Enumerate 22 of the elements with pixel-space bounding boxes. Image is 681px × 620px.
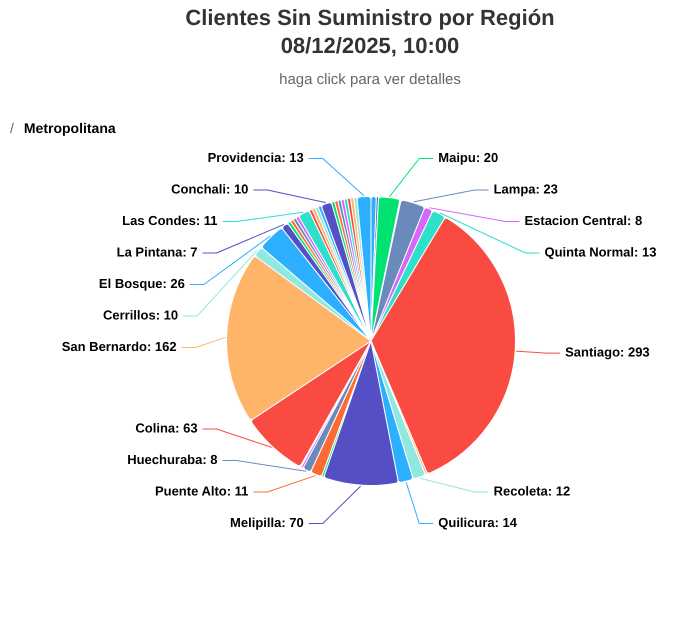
slice-label: Quilicura: 14 bbox=[438, 515, 518, 530]
slice-label: Providencia: 13 bbox=[208, 150, 304, 166]
slice-label: Cerrillos: 10 bbox=[102, 308, 178, 323]
text: Metropolitana bbox=[24, 120, 116, 136]
slice-label: Colina: 63 bbox=[135, 420, 198, 436]
chart-title: Clientes Sin Suministro por Región 08/12/2025, 10:00 bbox=[185, 5, 555, 58]
text: / bbox=[10, 120, 14, 136]
slice-label: La Pintana: 7 bbox=[116, 244, 198, 260]
slice-label: Conchali: 10 bbox=[171, 182, 248, 197]
slice-label: Estacion Central: 8 bbox=[524, 213, 642, 228]
slice-label: Recoleta: 12 bbox=[494, 484, 570, 499]
slice-label: San Bernardo: 162 bbox=[62, 339, 177, 354]
slice-label: Maipu: 20 bbox=[438, 150, 498, 166]
slice-label: Las Condes: 11 bbox=[122, 213, 218, 228]
slice-label: Santiago: 293 bbox=[565, 344, 650, 360]
slice-label: Puente Alto: 11 bbox=[154, 484, 248, 499]
slice-label: Melipilla: 70 bbox=[230, 515, 304, 530]
slice-label: Lampa: 23 bbox=[494, 182, 558, 197]
slice-label: Quinta Normal: 13 bbox=[544, 244, 656, 260]
slice-label: Huechuraba: 8 bbox=[127, 452, 218, 468]
slice-label: El Bosque: 26 bbox=[98, 276, 185, 292]
chart-subtitle: haga click para ver detalles bbox=[279, 71, 461, 88]
